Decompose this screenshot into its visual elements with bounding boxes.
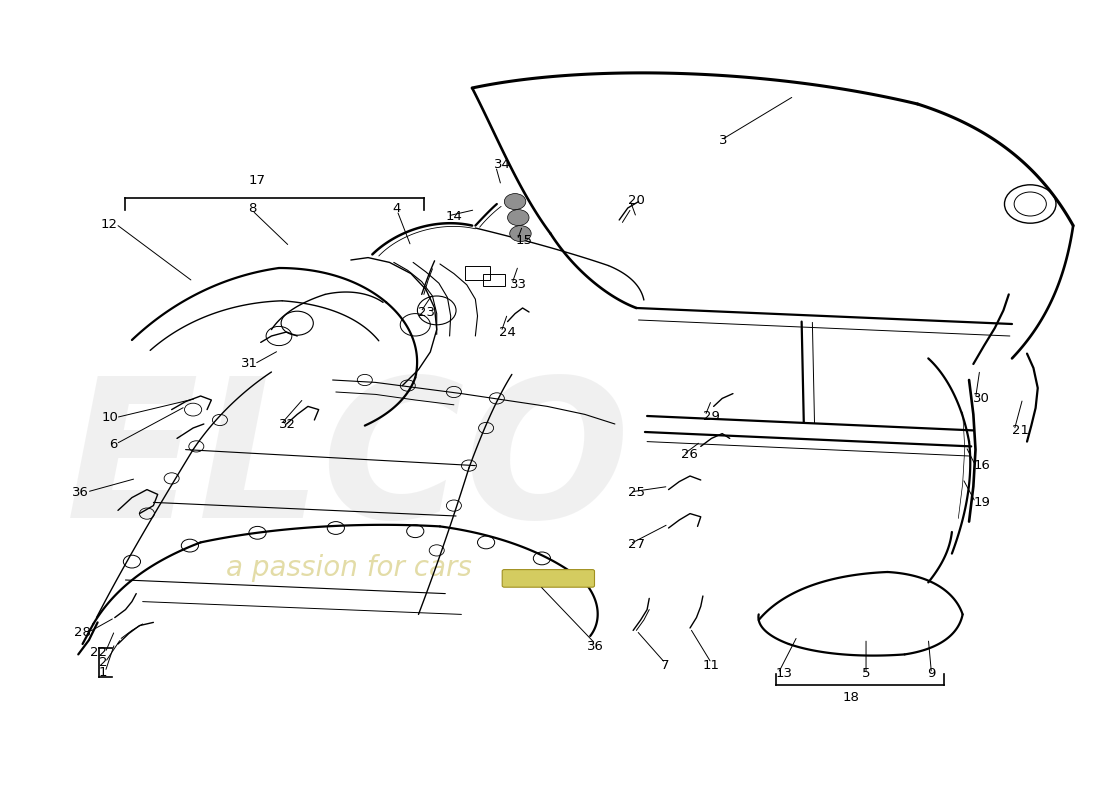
Text: 29: 29 [703,410,719,422]
Text: 16: 16 [974,459,990,472]
Text: 6: 6 [110,438,118,450]
Circle shape [507,210,529,226]
Text: 33: 33 [509,278,527,290]
Text: 11: 11 [703,659,720,672]
Text: 10: 10 [101,411,118,424]
Text: 14: 14 [446,210,462,222]
Text: 9: 9 [927,667,936,680]
Text: 32: 32 [279,418,296,430]
FancyBboxPatch shape [503,570,594,587]
Text: 19: 19 [974,496,990,509]
Bar [483,274,505,286]
Text: 36: 36 [587,640,604,653]
Text: 23: 23 [418,306,436,318]
Text: ELCO: ELCO [66,370,631,558]
Bar [464,266,491,280]
Text: 26: 26 [681,448,698,461]
Text: 21: 21 [1012,424,1028,437]
Text: a passion for cars: a passion for cars [226,554,472,582]
Text: 28: 28 [75,626,91,638]
Text: 7: 7 [661,659,670,672]
Circle shape [509,226,531,242]
Text: 27: 27 [628,538,645,550]
Circle shape [504,194,526,210]
Text: 36: 36 [73,486,89,498]
Text: 8: 8 [248,202,256,214]
Text: 13: 13 [776,667,793,680]
Text: 12: 12 [101,218,118,230]
Text: 18: 18 [843,691,859,704]
Text: 3: 3 [719,134,727,146]
Text: 15: 15 [515,234,532,246]
Text: 24: 24 [499,326,516,338]
Text: 31: 31 [241,358,257,370]
Text: 17: 17 [249,174,266,186]
Text: 2: 2 [99,656,107,669]
Text: 30: 30 [974,392,990,405]
Text: 1: 1 [99,666,107,678]
Text: 34: 34 [494,158,510,170]
Text: 25: 25 [628,486,645,498]
Text: 20: 20 [628,194,645,206]
Text: 5: 5 [861,667,870,680]
Text: 4: 4 [393,202,402,214]
Text: 22: 22 [90,646,107,659]
